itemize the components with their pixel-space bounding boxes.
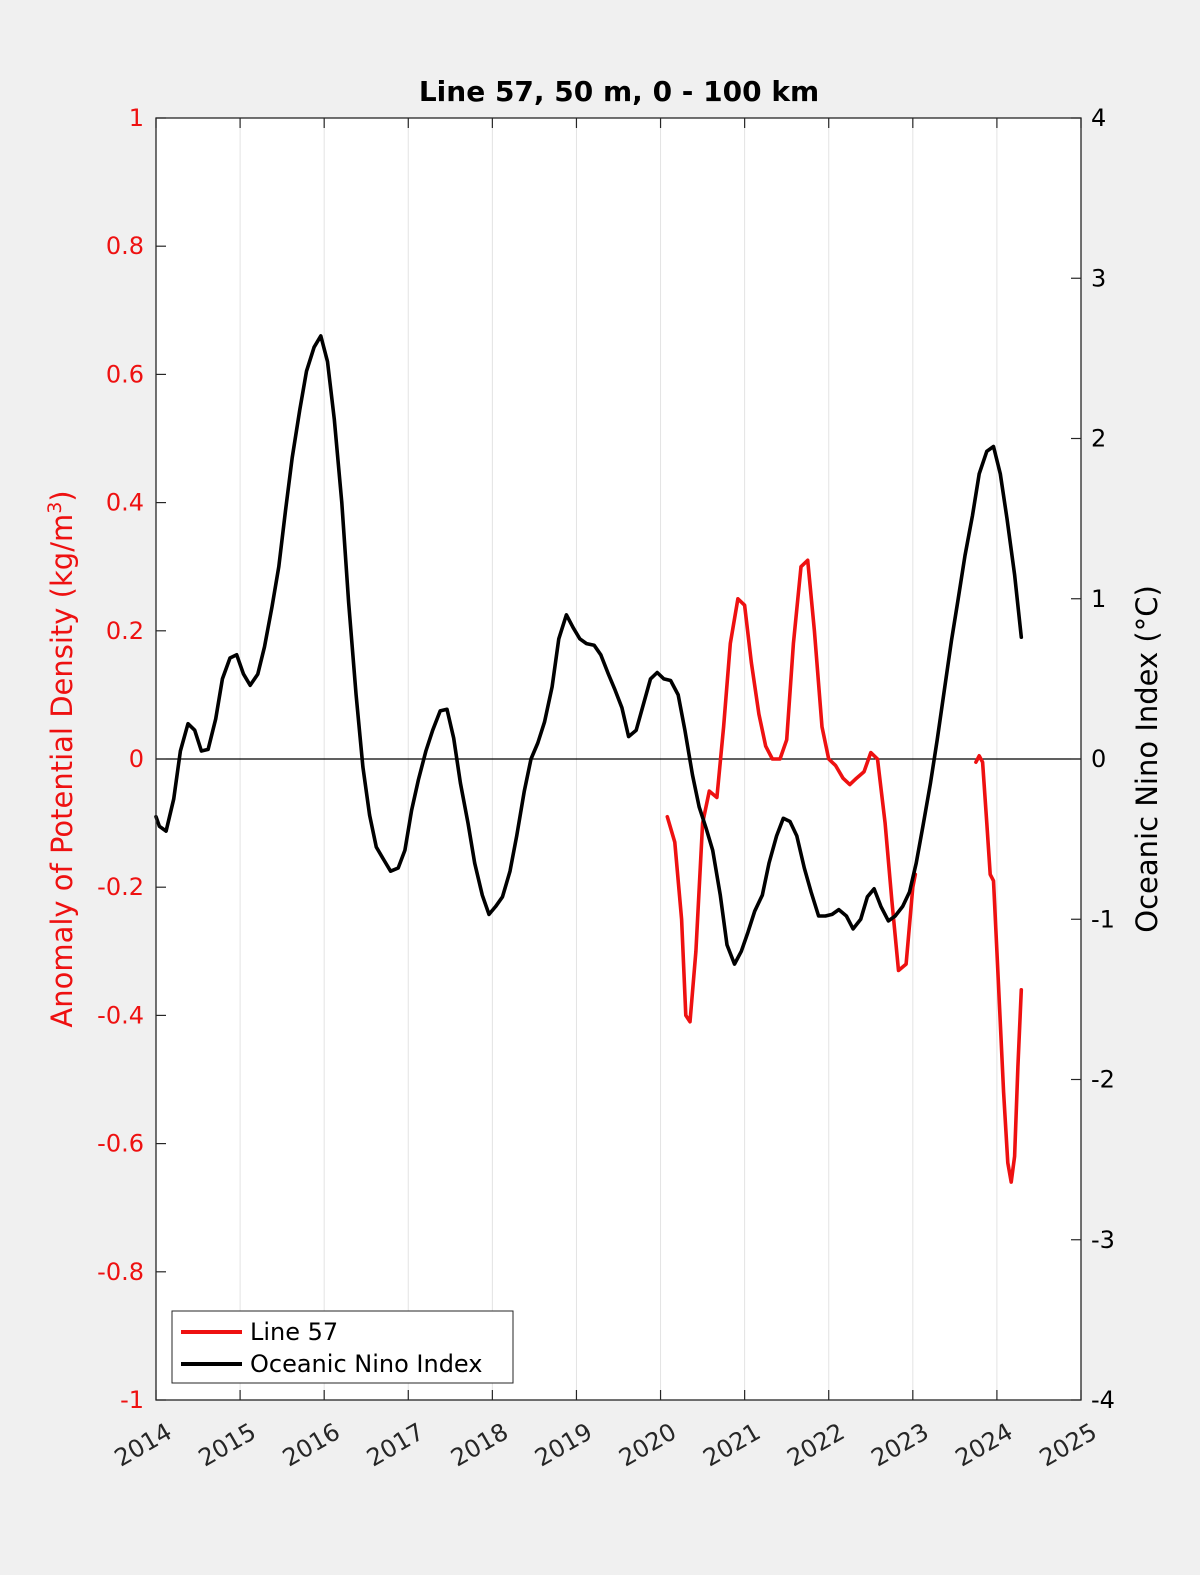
- y-right-tick-label: -4: [1091, 1386, 1115, 1414]
- legend-label-line57: Line 57: [250, 1318, 338, 1346]
- legend-label-oni: Oceanic Nino Index: [250, 1350, 482, 1378]
- series-line-oni-segment-1: [154, 334, 1024, 966]
- y-axis-left-label: Anomaly of Potential Density (kg/m3): [44, 490, 79, 1027]
- y-left-tick-label: 0.8: [106, 232, 144, 260]
- y-axis-left: -1 -0.8 -0.6 -0.4 -0.2 0 0.2 0.4 0.6 0.8 1: [97, 104, 166, 1414]
- y-left-tick-label: -1: [120, 1386, 144, 1414]
- y-axis-right: -4 -3 -2 -1 0 1 2 3 4: [1071, 104, 1115, 1414]
- y-right-tick-label: 3: [1091, 264, 1106, 292]
- y-left-tick-label: 1: [129, 104, 144, 132]
- chart-title: Line 57, 50 m, 0 - 100 km: [419, 75, 819, 108]
- legend: Line 57 Oceanic Nino Index: [171, 1310, 514, 1384]
- legend-box: [171, 1310, 514, 1384]
- y-axis-right-label: Oceanic Nino Index (°C): [1130, 585, 1164, 933]
- y-right-tick-label: -1: [1091, 905, 1115, 933]
- y-left-tick-label: 0.6: [106, 360, 144, 388]
- y-axis-left-label-sup: 3: [44, 502, 66, 514]
- series-layer: [154, 334, 1024, 1184]
- y-right-tick-label: 1: [1091, 585, 1106, 613]
- y-left-tick-label: -0.4: [97, 1001, 144, 1029]
- y-left-tick-label: -0.2: [97, 873, 144, 901]
- series-line-line57-segment-2: [974, 753, 1024, 1184]
- y-left-tick-label: -0.8: [97, 1258, 144, 1286]
- y-left-tick-label: 0.4: [106, 489, 144, 517]
- y-left-tick-label: 0.2: [106, 617, 144, 645]
- y-right-tick-label: 4: [1091, 104, 1106, 132]
- y-left-tick-label: 0: [129, 745, 144, 773]
- y-right-tick-label: -2: [1091, 1066, 1115, 1094]
- y-left-tick-label: -0.6: [97, 1130, 144, 1158]
- y-right-tick-label: 2: [1091, 425, 1106, 453]
- y-right-tick-label: -3: [1091, 1226, 1115, 1254]
- y-right-tick-label: 0: [1091, 745, 1106, 773]
